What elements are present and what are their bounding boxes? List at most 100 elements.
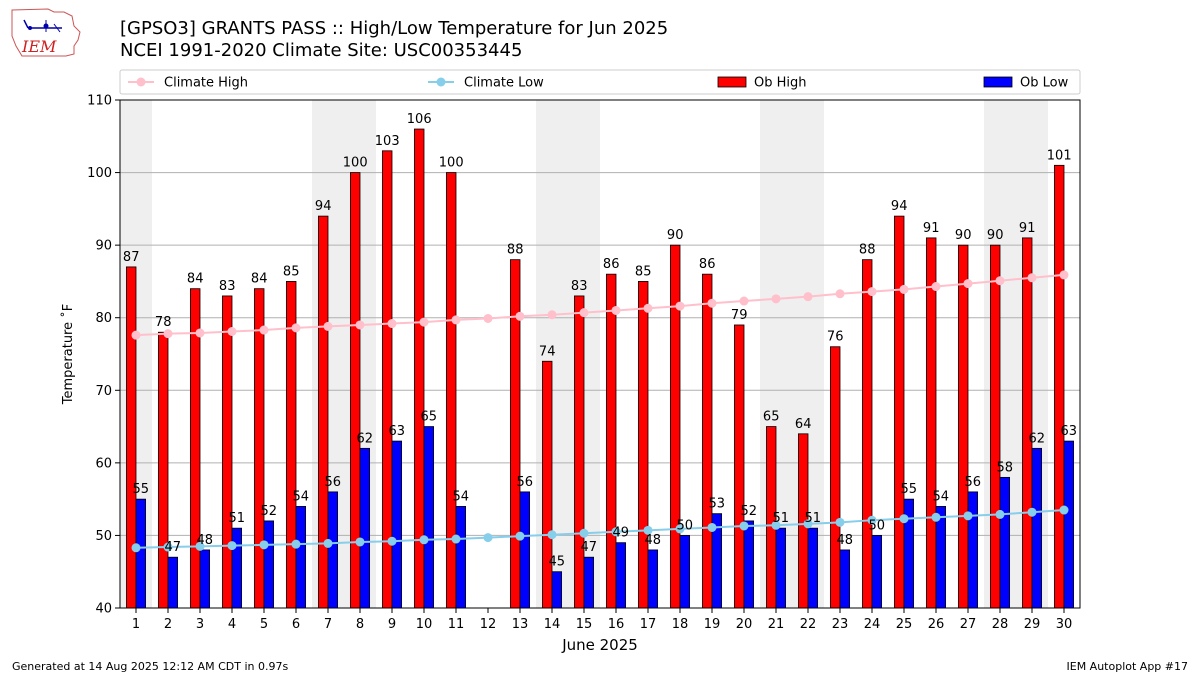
ob-high-bar-label: 100 (439, 156, 464, 171)
climate-low-point (739, 521, 749, 531)
climate-low-point (227, 541, 237, 551)
ob-low-bar-label: 51 (229, 511, 246, 526)
climate-low-point (259, 540, 269, 550)
ob-high-bar (862, 259, 873, 609)
x-tick-label: 29 (1024, 617, 1041, 632)
ob-low-bar (327, 491, 339, 609)
ob-low-bar (615, 542, 627, 609)
x-axis: 1 2 3 4 5 6 7 8 9 10 11 12 13 14 15 16 17 18 19 20 21 22 23 24 2… (132, 608, 1072, 632)
ob-high-bar-label: 83 (571, 279, 588, 294)
ob-low-bar-label: 62 (357, 431, 374, 446)
ob-high-bar-label: 103 (375, 134, 400, 149)
line-marks (131, 270, 1069, 553)
x-tick-label: 20 (736, 617, 753, 632)
legend-bar-swatch (983, 76, 1013, 88)
climate-low-point (451, 534, 461, 544)
climate-high-point (387, 319, 397, 329)
ob-high-bar (958, 244, 969, 609)
ob-high-bar (574, 295, 585, 609)
ob-low-bar (743, 520, 755, 609)
ob-low-bar-label: 48 (837, 533, 854, 548)
x-tick-label: 24 (864, 617, 881, 632)
y-tick-label: 40 (95, 602, 112, 617)
ob-high-bar (509, 259, 521, 609)
ob-high-bar-label: 90 (955, 228, 972, 243)
ob-high-bar-label: 94 (315, 199, 332, 214)
climate-high-line (135, 273, 1065, 337)
ob-low-bar-label: 51 (773, 511, 790, 526)
x-tick-label: 21 (768, 617, 785, 632)
x-tick-label: 17 (640, 617, 657, 632)
legend-label: Ob Low (1020, 76, 1069, 91)
ob-high-bar-label: 84 (251, 272, 268, 287)
climate-high-point (611, 305, 621, 315)
climate-low-point (675, 524, 685, 534)
climate-high-point (323, 321, 333, 331)
climate-high-point (643, 303, 653, 313)
climate-low-point (579, 528, 589, 538)
x-tick-label: 7 (324, 617, 332, 632)
ob-high-bar-label: 79 (731, 308, 748, 323)
climate-high-point (1059, 270, 1069, 280)
climate-low-point (931, 512, 941, 522)
ob-low-bar (551, 571, 563, 609)
ob-high-bar-label: 101 (1047, 148, 1072, 163)
x-tick-label: 27 (960, 617, 977, 632)
ob-low-bar (647, 549, 659, 609)
ob-high-bar (1054, 164, 1065, 609)
chart-title: [GPSO3] GRANTS PASS :: High/Low Temperat… (120, 18, 669, 39)
x-axis-label: June 2025 (561, 636, 638, 654)
ob-low-bar-label: 56 (325, 475, 342, 490)
climate-high-point (483, 313, 493, 323)
chart-subtitle: NCEI 1991-2020 Climate Site: USC00353445 (120, 40, 523, 61)
ob-high-bar-label: 94 (891, 199, 908, 214)
ob-high-bar-label: 91 (1019, 221, 1036, 236)
climate-high-point (771, 294, 781, 304)
ob-low-bar (135, 498, 147, 609)
ob-high-bar-label: 76 (827, 330, 844, 345)
climate-high-point (227, 327, 237, 337)
ob-low-bar (519, 491, 531, 609)
climate-high-point (963, 279, 973, 289)
ob-high-bar (990, 244, 1001, 609)
climate-low-point (131, 543, 141, 553)
climate-high-point (931, 282, 941, 292)
ob-low-bar-label: 52 (741, 504, 758, 519)
ob-high-bar (606, 273, 617, 609)
y-tick-label: 110 (87, 94, 112, 109)
ob-low-bar (263, 520, 275, 609)
climate-high-point (355, 320, 365, 330)
ob-low-bar-label: 65 (421, 410, 438, 425)
climate-low-point (291, 539, 301, 549)
ob-low-bar-label: 54 (933, 489, 950, 504)
x-tick-label: 28 (992, 617, 1009, 632)
climate-high-point (995, 276, 1005, 286)
climate-low-point (387, 536, 397, 546)
ob-low-bar (455, 505, 467, 609)
climate-low-point (483, 533, 493, 543)
climate-low-point (195, 541, 205, 551)
ob-low-bar (1063, 440, 1075, 609)
ob-high-bar-label: 88 (507, 243, 524, 258)
x-tick-label: 3 (196, 617, 204, 632)
y-axis-label: Temperature ˚F (60, 304, 76, 405)
ob-low-bar-label: 55 (901, 482, 918, 497)
ob-low-bar-label: 62 (1029, 431, 1046, 446)
legend-label: Climate Low (464, 76, 544, 91)
x-tick-label: 13 (512, 617, 529, 632)
ob-high-bar (670, 244, 681, 609)
ob-high-bar (1022, 237, 1033, 609)
ob-low-bar (295, 505, 307, 609)
ob-high-bar (894, 215, 905, 609)
ob-high-bar-label: 86 (603, 257, 620, 272)
ob-low-bar-label: 54 (293, 489, 310, 504)
ob-high-bar-label: 87 (123, 250, 140, 265)
climate-low-point (995, 509, 1005, 519)
legend-label: Ob High (754, 76, 807, 91)
climate-low-point (323, 538, 333, 548)
ob-low-bar (839, 549, 851, 609)
ob-low-bar (967, 491, 979, 609)
ob-high-bar-label: 90 (987, 228, 1004, 243)
climate-low-point (547, 530, 557, 540)
